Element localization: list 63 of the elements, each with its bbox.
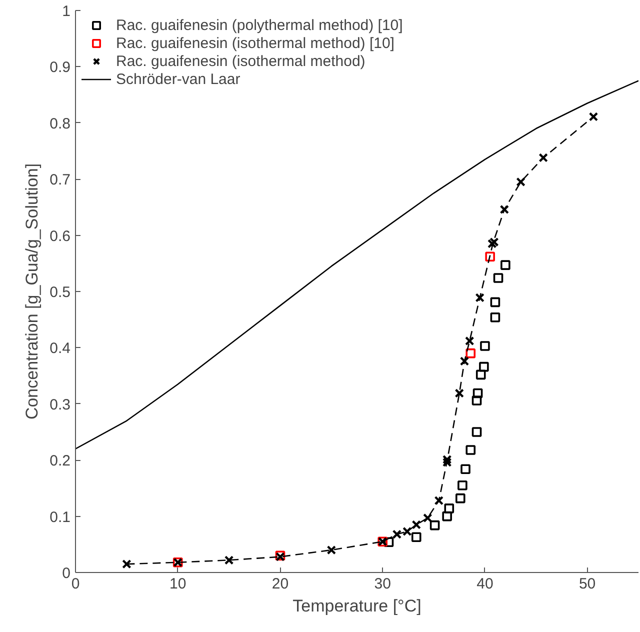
y-tick-label: 0 (62, 565, 70, 582)
point (472, 427, 482, 437)
y-tick-label: 0.1 (50, 508, 71, 526)
point (442, 454, 452, 464)
x-tick-label: 20 (272, 576, 289, 592)
x-tick-label: 30 (374, 576, 391, 592)
point (493, 273, 504, 283)
x-axis-title: Temperature [°C] (292, 596, 422, 616)
y-tick-label: 0.7 (50, 172, 71, 189)
point (466, 445, 476, 455)
point (384, 537, 394, 548)
y-tick-label: 1 (62, 3, 70, 20)
point (490, 312, 500, 322)
point (458, 480, 468, 490)
point (411, 532, 422, 542)
y-tick-label: 0.8 (50, 115, 71, 132)
point (442, 458, 452, 467)
point (464, 336, 474, 346)
point (442, 511, 452, 522)
point (480, 341, 490, 351)
point (455, 493, 466, 504)
point (444, 504, 454, 514)
point (392, 530, 402, 539)
point (402, 526, 412, 536)
legend-label: Rac. guaifenesin (isothermal method) (116, 52, 366, 70)
y-tick-label: 0.2 (50, 452, 71, 470)
point (490, 237, 499, 247)
point (500, 260, 510, 270)
legend-label: Rac. guaifenesin (isothermal method) [10] (116, 34, 394, 52)
point (460, 464, 470, 474)
x-tick-label: 50 (578, 576, 596, 592)
point (412, 520, 422, 530)
y-tick-label: 0.5 (50, 284, 71, 301)
legend-label: Rac. guaifenesin (polythermal method) [10] (116, 16, 403, 34)
point (475, 293, 484, 302)
point (422, 513, 432, 523)
point (516, 177, 526, 187)
x-tick-label: 40 (476, 576, 494, 592)
y-tick-label: 0.9 (50, 59, 71, 76)
point (479, 362, 489, 372)
point (460, 356, 470, 366)
point (466, 348, 476, 358)
point (434, 496, 444, 506)
point (430, 520, 440, 530)
point (454, 388, 464, 398)
point (588, 112, 598, 122)
point (472, 388, 483, 398)
point (490, 297, 500, 308)
point (485, 252, 495, 262)
y-tick-label: 0.4 (50, 340, 71, 358)
point (487, 239, 497, 248)
point (326, 545, 336, 555)
point (538, 153, 548, 162)
point (500, 204, 510, 214)
y-axis-title: Concentration [g_Gua/g_Solution] (22, 163, 42, 420)
y-tick-label: 0.6 (50, 228, 71, 245)
point (122, 559, 132, 569)
x-tick-label: 10 (170, 576, 186, 592)
point (224, 556, 234, 565)
legend-label: Schröder-van Laar (116, 70, 240, 88)
point (476, 370, 486, 380)
y-tick-label: 0.3 (50, 396, 71, 414)
point (472, 396, 482, 406)
